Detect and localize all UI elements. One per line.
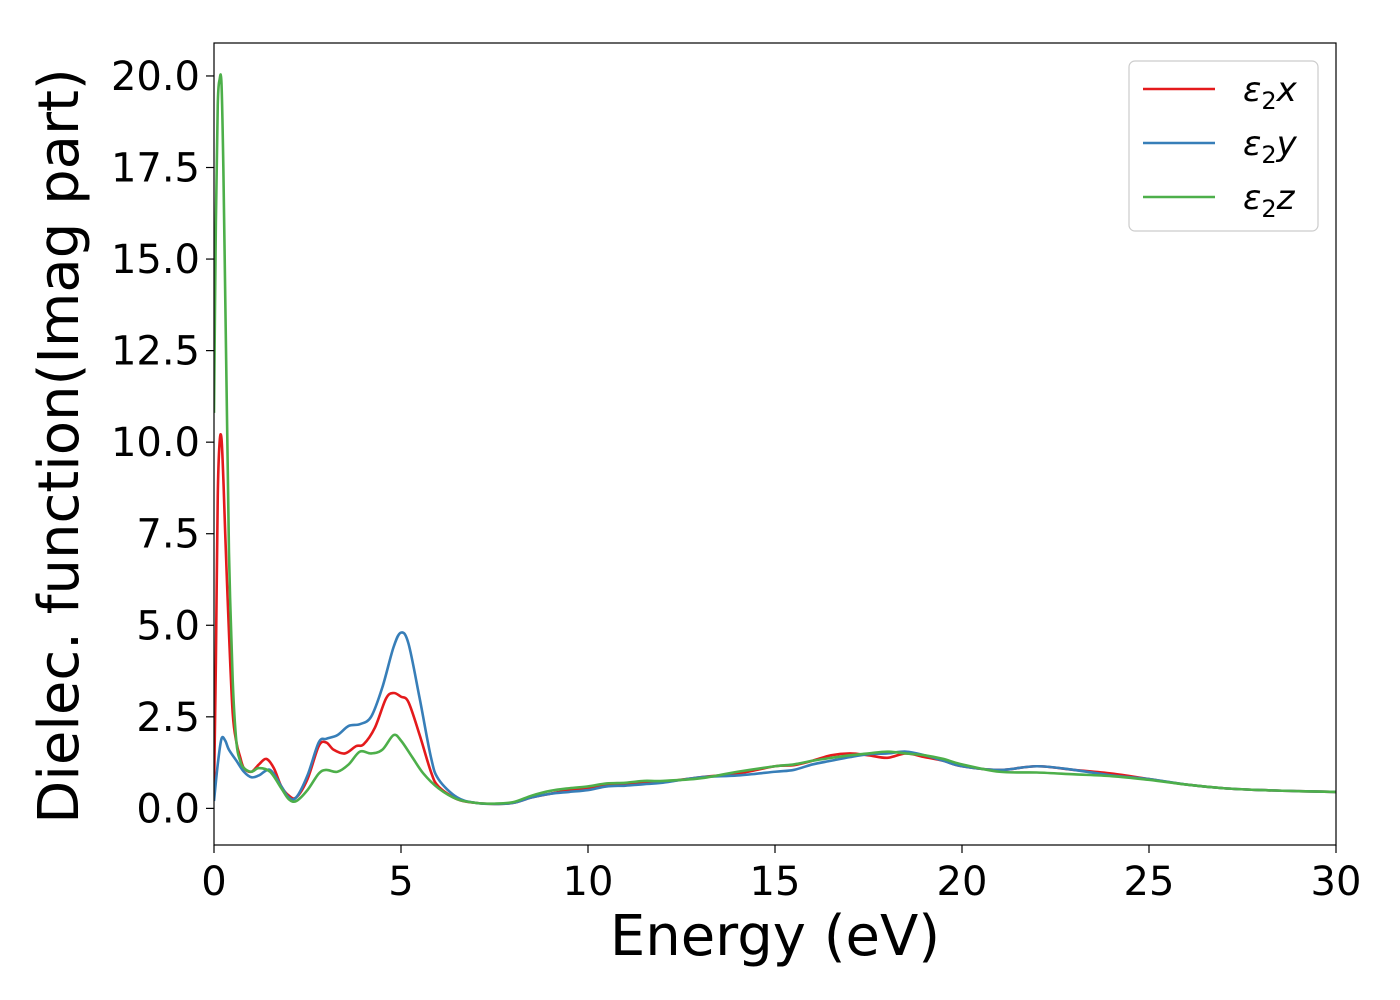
y-tick-label: 2.5: [136, 695, 200, 741]
y-tick-label: 17.5: [111, 146, 200, 192]
y-axis-ticks: 0.0 2.5 5.0 7.5 10.0 12.5 15.0 17.5 20.0: [111, 54, 214, 832]
x-tick-label: 0: [201, 859, 226, 905]
legend-label: ε2x: [1243, 70, 1298, 115]
y-tick-label: 10.0: [111, 420, 200, 466]
x-tick-label: 20: [937, 859, 988, 905]
series-line-e2z: [214, 73, 1336, 805]
legend-box: [1128, 60, 1319, 232]
legend-label: ε2z: [1243, 178, 1296, 223]
y-tick-label: 15.0: [111, 237, 200, 283]
x-tick-label: 25: [1124, 859, 1175, 905]
y-tick-label: 0.0: [136, 786, 200, 832]
x-axis-ticks: 0 5 10 15 20 25 30: [201, 845, 1361, 905]
x-tick-label: 5: [388, 859, 413, 905]
plot-area: [214, 73, 1336, 806]
y-tick-label: 5.0: [136, 603, 200, 649]
legend-label: ε2y: [1243, 124, 1298, 169]
y-tick-label: 7.5: [136, 512, 200, 558]
x-axis-title: Energy (eV): [610, 904, 940, 969]
x-tick-label: 30: [1311, 859, 1362, 905]
x-tick-label: 10: [563, 859, 614, 905]
legend: ε2x ε2y ε2z: [1128, 60, 1319, 232]
y-tick-label: 12.5: [111, 329, 200, 375]
x-tick-label: 15: [750, 859, 801, 905]
y-axis-title: Dielec. function(Imag part): [27, 68, 92, 824]
y-tick-label: 20.0: [111, 54, 200, 100]
